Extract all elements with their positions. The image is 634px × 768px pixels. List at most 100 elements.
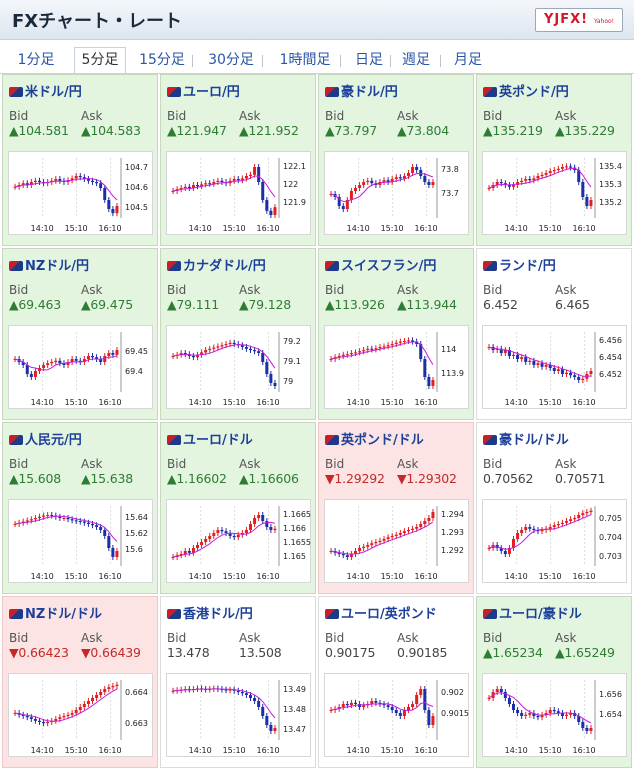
ask-value: ▲121.952: [239, 123, 299, 138]
pair-card[interactable]: 豪ドル/円 Bid ▲73.797 Ask ▲73.804 73.8 73.7 14:10 15…: [318, 74, 474, 246]
candle: [228, 342, 232, 344]
candle: [240, 178, 244, 181]
tab-7[interactable]: 週足: [402, 52, 430, 68]
candle: [82, 521, 86, 523]
candle: [58, 516, 62, 518]
flag-icon: [9, 261, 23, 271]
candle: [495, 182, 499, 185]
ask-value: ▲73.804: [397, 123, 449, 138]
x-tick-label: 15:10: [380, 224, 404, 233]
ask-label: Ask: [397, 109, 419, 123]
candle: [354, 352, 357, 354]
pair-card[interactable]: NZドル/円 Bid ▲69.463 Ask ▲69.475 69.45 69.4 14:10…: [2, 248, 158, 420]
pair-name[interactable]: 英ポンド/円: [483, 81, 569, 100]
candle: [524, 179, 528, 181]
mini-chart[interactable]: 1.656 1.654 14:10 15:10 16:10: [482, 673, 627, 757]
pair-name[interactable]: NZドル/円: [9, 255, 89, 274]
candle: [585, 728, 589, 731]
tab-1[interactable]: 1分足: [17, 52, 55, 68]
x-tick-label: 14:10: [30, 572, 54, 581]
pair-card[interactable]: スイスフラン/円 Bid ▲113.926 Ask ▲113.944 114 113.9 14…: [318, 248, 474, 420]
candle: [196, 354, 199, 358]
pair-name-text: ユーロ/円: [183, 85, 240, 100]
candle: [179, 554, 183, 556]
pair-name[interactable]: ユーロ/豪ドル: [483, 603, 582, 622]
tab-2[interactable]: 5分足: [74, 47, 126, 74]
pair-card[interactable]: 豪ドル/ドル Bid 0.70562 Ask 0.70571 0.705 0.704 0.70…: [476, 422, 632, 594]
pair-name[interactable]: 豪ドル/ドル: [483, 429, 569, 448]
yjfx-logo[interactable]: YJFX! Yahoo!: [535, 8, 623, 32]
tab-3[interactable]: 15分足: [139, 52, 185, 68]
candle: [191, 356, 195, 358]
mini-chart[interactable]: 0.902 0.9015 14:10 15:10 16:10: [324, 673, 469, 757]
candle: [66, 714, 70, 716]
candle: [581, 722, 585, 728]
pair-name[interactable]: ユーロ/円: [167, 81, 240, 100]
mini-chart[interactable]: 79.2 79.1 79 14:10 15:10 16:10: [166, 325, 311, 409]
pair-name[interactable]: スイスフラン/円: [325, 255, 436, 274]
pair-name[interactable]: 香港ドル/円: [167, 603, 253, 622]
mini-chart[interactable]: 122.1 122 121.9 14:10 15:10 16:10: [166, 151, 311, 235]
pair-card[interactable]: NZドル/ドル Bid ▼0.66423 Ask ▼0.66439 0.664 0.663 1…: [2, 596, 158, 768]
pair-card[interactable]: 米ドル/円 Bid ▲104.581 Ask ▲104.583 104.7 104.6 104…: [2, 74, 158, 246]
mini-chart[interactable]: 1.294 1.293 1.292 14:10 15:10 16:10: [324, 499, 469, 583]
x-tick-label: 16:10: [98, 224, 122, 233]
pair-name[interactable]: 豪ドル/円: [325, 81, 398, 100]
candle: [220, 530, 224, 532]
pair-card[interactable]: 英ポンド/ドル Bid ▼1.29292 Ask ▼1.29302 1.294 1.293 1…: [318, 422, 474, 594]
mini-chart[interactable]: 0.705 0.704 0.703 14:10 15:10 16:10: [482, 499, 627, 583]
candle: [265, 716, 269, 725]
candle: [38, 516, 41, 518]
mini-chart[interactable]: 114 113.9 14:10 15:10 16:10: [324, 325, 469, 409]
pair-name[interactable]: 英ポンド/ドル: [325, 429, 424, 448]
tab-6[interactable]: 日足: [355, 52, 383, 68]
pair-card[interactable]: ランド/円 Bid 6.452 Ask 6.465 6.456 6.454 6.452 14:1…: [476, 248, 632, 420]
mini-chart[interactable]: 104.7 104.6 104.5 14:10 15:10 16:10: [8, 151, 153, 235]
x-tick-label: 14:10: [504, 572, 528, 581]
pair-card[interactable]: 香港ドル/円 Bid 13.478 Ask 13.508 13.49 13.48 13.47 1…: [160, 596, 316, 768]
ask-value: 13.508: [239, 645, 282, 660]
logo-text: YJFX!: [544, 12, 589, 27]
pair-name[interactable]: ランド/円: [483, 255, 556, 274]
tab-5[interactable]: 1時間足: [279, 52, 331, 68]
candle: [25, 716, 29, 718]
candle: [337, 197, 341, 206]
pair-card[interactable]: カナダドル/円 Bid ▲79.111 Ask ▲79.128 79.2 79.1 79 14:…: [160, 248, 316, 420]
mini-chart[interactable]: 0.664 0.663 14:10 15:10 16:10: [8, 673, 153, 757]
pair-name[interactable]: ユーロ/英ポンド: [325, 603, 437, 622]
y-tick-label: 0.703: [599, 551, 622, 561]
mini-chart[interactable]: 6.456 6.454 6.452 14:10 15:10 16:10: [482, 325, 627, 409]
y-tick-label: 6.454: [599, 352, 622, 362]
candle: [99, 359, 103, 362]
mini-chart[interactable]: 135.4 135.3 135.2 14:10 15:10 16:10: [482, 151, 627, 235]
candle: [423, 521, 427, 524]
candle: [507, 350, 511, 356]
pair-name[interactable]: ユーロ/ドル: [167, 429, 253, 448]
pair-card[interactable]: ユーロ/豪ドル Bid ▲1.65234 Ask ▲1.65249 1.656 1.654 1…: [476, 596, 632, 768]
candle: [212, 182, 216, 184]
pair-card[interactable]: ユーロ/英ポンド Bid 0.90175 Ask 0.90185 0.902 0.9015 1…: [318, 596, 474, 768]
mini-chart[interactable]: 15.64 15.62 15.6 14:10 15:10 16:10: [8, 499, 153, 583]
mini-chart[interactable]: 73.8 73.7 14:10 15:10 16:10: [324, 151, 469, 235]
pair-card[interactable]: 人民元/円 Bid ▲15.608 Ask ▲15.638 15.64 15.62 15.6 1…: [2, 422, 158, 594]
pair-name[interactable]: 人民元/円: [9, 429, 82, 448]
candle: [74, 710, 78, 713]
candle: [244, 347, 248, 349]
chart-svg: [13, 158, 122, 218]
pair-card[interactable]: ユーロ/ドル Bid ▲1.16602 Ask ▲1.16606 1.1665 1.166 1…: [160, 422, 316, 594]
tab-4[interactable]: 30分足: [208, 52, 254, 68]
candle: [78, 360, 82, 362]
pair-name[interactable]: 米ドル/円: [9, 81, 82, 100]
pair-card[interactable]: ユーロ/円 Bid ▲121.947 Ask ▲121.952 122.1 122 121.9…: [160, 74, 316, 246]
mini-chart[interactable]: 13.49 13.48 13.47 14:10 15:10 16:10: [166, 673, 311, 757]
y-tick-label: 0.705: [599, 514, 622, 524]
candle: [82, 704, 86, 707]
pair-name[interactable]: NZドル/ドル: [9, 603, 102, 622]
candle: [224, 344, 228, 346]
mini-chart[interactable]: 1.1665 1.166 1.1655 1.165 14:10 15:10 16:10: [166, 499, 311, 583]
pair-card[interactable]: 英ポンド/円 Bid ▲135.219 Ask ▲135.229 135.4 135.3 13…: [476, 74, 632, 246]
mini-chart[interactable]: 69.45 69.4 14:10 15:10 16:10: [8, 325, 153, 409]
pair-name[interactable]: カナダドル/円: [167, 255, 266, 274]
candle: [419, 344, 423, 359]
tab-8[interactable]: 月足: [454, 52, 482, 68]
